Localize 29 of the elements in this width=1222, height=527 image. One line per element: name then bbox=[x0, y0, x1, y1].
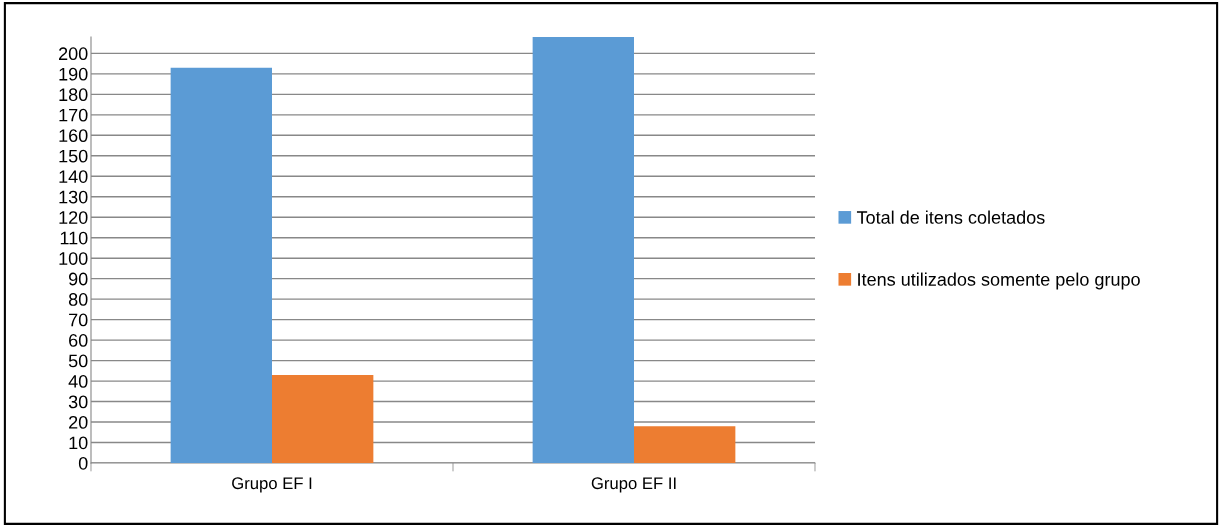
y-tick-label: 70 bbox=[69, 313, 88, 327]
legend-label: Total de itens coletados bbox=[856, 210, 1045, 224]
y-tick-label: 0 bbox=[78, 456, 88, 470]
y-tick-label: 160 bbox=[59, 129, 88, 143]
bar bbox=[634, 426, 736, 463]
bar bbox=[170, 67, 272, 463]
y-tick-label: 90 bbox=[68, 272, 88, 286]
y-tick-label: 170 bbox=[59, 108, 88, 122]
y-tick-label: 130 bbox=[59, 190, 88, 204]
y-tick-label: 140 bbox=[59, 170, 88, 183]
y-tick-label: 190 bbox=[59, 67, 88, 81]
y-tick-label: 180 bbox=[59, 88, 88, 102]
y-tick-label: 150 bbox=[59, 149, 88, 163]
y-tick-label: 50 bbox=[68, 354, 88, 368]
y-tick-label: 200 bbox=[59, 47, 88, 61]
x-tick-label: Grupo EF I bbox=[232, 477, 312, 493]
bar bbox=[272, 374, 374, 463]
y-tick-label: 100 bbox=[59, 252, 88, 265]
legend-label: Itens utilizados somente pelo grupo bbox=[858, 272, 1140, 290]
y-tick-label: 20 bbox=[69, 415, 88, 429]
y-tick-label: 110 bbox=[60, 231, 88, 245]
x-tick-label: Grupo EF II bbox=[591, 477, 676, 493]
y-tick-label: 80 bbox=[68, 293, 88, 306]
y-tick-label: 60 bbox=[69, 334, 88, 347]
bar bbox=[532, 37, 634, 463]
y-tick-label: 120 bbox=[59, 211, 88, 224]
y-tick-label: 40 bbox=[68, 375, 88, 388]
y-tick-label: 30 bbox=[68, 395, 88, 409]
y-tick-label: 10 bbox=[69, 436, 88, 450]
